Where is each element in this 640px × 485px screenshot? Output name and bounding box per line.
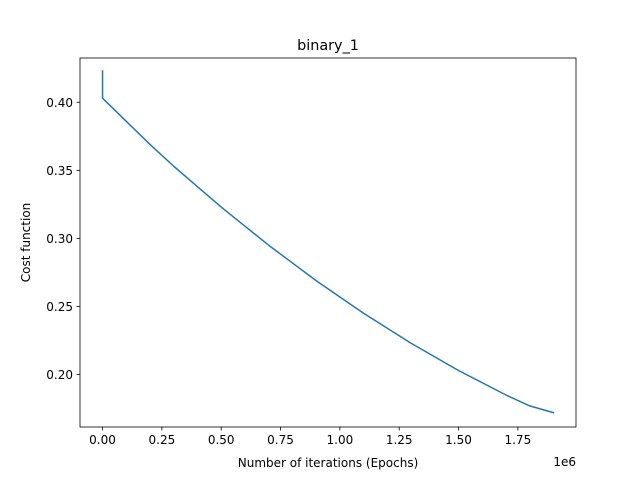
x-axis-ticks: 0.00 0.25 0.50 0.75 1.00 1.25 1.50 1.75 — [89, 427, 531, 447]
y-tick-label: 0.25 — [46, 300, 73, 314]
x-tick-label: 1.75 — [504, 433, 531, 447]
plot-background — [80, 58, 576, 427]
x-tick-label: 1.25 — [386, 433, 413, 447]
y-tick-label: 0.30 — [46, 232, 73, 246]
x-tick-label: 1.50 — [445, 433, 472, 447]
series-group — [101, 70, 555, 414]
y-tick-label: 0.40 — [46, 96, 73, 110]
y-tick-label: 0.20 — [46, 368, 73, 382]
chart-title: binary_1 — [297, 38, 359, 54]
x-tick-label: 0.25 — [149, 433, 176, 447]
x-tick-label: 0.75 — [267, 433, 294, 447]
x-tick-label: 0.00 — [89, 433, 116, 447]
x-axis-label: Number of iterations (Epochs) — [238, 456, 419, 470]
plot-frame — [79, 57, 577, 428]
y-axis-ticks: 0.20 0.25 0.30 0.35 0.40 — [46, 96, 80, 382]
x-tick-label: 0.50 — [208, 433, 235, 447]
x-axis-offset-label: 1e6 — [553, 455, 576, 469]
y-axis-label: Cost function — [19, 203, 33, 283]
y-tick-label: 0.35 — [46, 164, 73, 178]
series-line-0 — [101, 70, 555, 414]
x-tick-label: 1.00 — [327, 433, 354, 447]
